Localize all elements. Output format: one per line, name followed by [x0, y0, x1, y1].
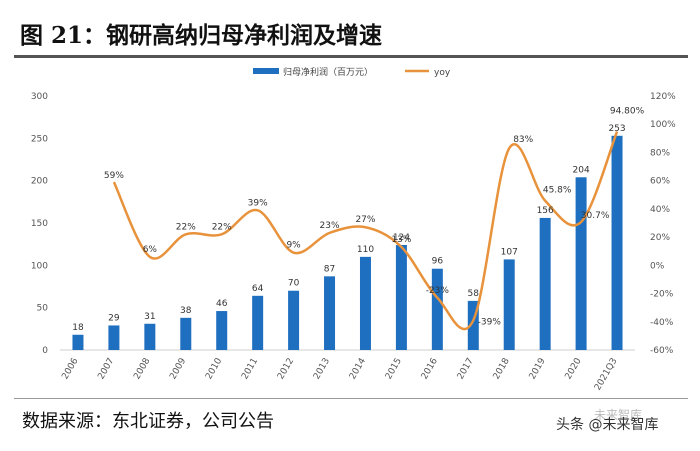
y-right-tick-label: 120% — [650, 92, 676, 102]
bar-2014 — [359, 256, 371, 350]
bar-2017 — [467, 300, 479, 350]
yoy-value-label: 59% — [104, 171, 124, 181]
x-tick-label: 2010 — [204, 356, 224, 381]
x-tick-label: 2015 — [384, 357, 404, 382]
yoy-value-label: 30.7% — [581, 211, 610, 221]
bar-value-label: 31 — [144, 312, 155, 322]
x-tick-label: 2019 — [528, 356, 548, 381]
yoy-value-label: 9% — [286, 241, 301, 251]
yoy-value-label: 27% — [355, 215, 375, 225]
yoy-value-label: -23% — [426, 286, 450, 296]
bar-value-label: 87 — [324, 264, 335, 274]
bar-2009 — [180, 317, 192, 350]
bar-value-label: 253 — [608, 124, 625, 134]
y-left-tick-label: 150 — [31, 219, 48, 229]
legend-line-label: yoy — [434, 68, 451, 78]
x-tick-label: 2017 — [456, 357, 476, 382]
watermark: 头条 @未来智库 — [556, 417, 659, 433]
bar-value-label: 110 — [357, 245, 374, 255]
bar-2021Q3 — [611, 135, 623, 350]
yoy-value-label: 45.8% — [543, 186, 572, 196]
bar-value-label: 107 — [501, 247, 518, 257]
x-tick-label: 2016 — [420, 356, 440, 381]
source-note: 数据来源：东北证券，公司公告 — [22, 411, 274, 432]
bar-value-label: 124 — [393, 233, 410, 243]
bar-value-label: 58 — [468, 289, 480, 299]
x-tick-label: 2014 — [348, 356, 368, 381]
bar-value-label: 29 — [108, 313, 120, 323]
y-right-tick-label: 20% — [650, 233, 670, 243]
y-right-tick-label: 40% — [650, 205, 670, 215]
y-right-tick-label: -20% — [650, 290, 674, 300]
bar-2018 — [503, 259, 515, 350]
x-tick-label: 2008 — [132, 356, 152, 381]
y-right-tick-label: -60% — [650, 346, 674, 356]
x-tick-label: 2007 — [96, 357, 116, 382]
bar-2015 — [395, 245, 407, 350]
x-tick-label: 2020 — [564, 356, 584, 381]
bar-value-label: 96 — [432, 257, 444, 267]
y-right-tick-label: -40% — [650, 318, 674, 328]
yoy-value-label: 39% — [248, 198, 268, 208]
y-right-tick-label: 100% — [650, 120, 676, 130]
x-tick-label: 2021Q3 — [593, 357, 620, 393]
x-tick-label: 2018 — [492, 356, 512, 381]
bar-value-label: 156 — [537, 206, 554, 216]
bar-2012 — [288, 290, 300, 350]
x-tick-label: 2011 — [240, 357, 260, 382]
bar-2006 — [72, 334, 84, 350]
legend-bar-label: 归母净利润（百万元） — [283, 66, 373, 78]
x-tick-label: 2009 — [168, 356, 188, 381]
bar-2013 — [324, 276, 336, 350]
bar-value-label: 46 — [216, 299, 228, 309]
bar-value-label: 64 — [252, 284, 264, 294]
figure-title: 图 21：钢研高纳归母净利润及增速 — [20, 22, 383, 49]
yoy-value-label: 13% — [391, 235, 411, 245]
bar-2019 — [539, 217, 551, 350]
y-left-tick-label: 0 — [42, 346, 48, 356]
yoy-value-label: 6% — [143, 245, 158, 255]
yoy-value-label: 83% — [513, 135, 533, 145]
yoy-value-label: 23% — [320, 221, 340, 231]
yoy-value-label: -39% — [478, 317, 502, 327]
x-tick-label: 2013 — [312, 357, 332, 382]
y-left-tick-label: 250 — [31, 134, 48, 144]
title-rule — [14, 55, 688, 58]
yoy-value-label: 22% — [212, 222, 232, 232]
profit-chart: 18 29 31 38 46 64 70 87 110 124 96 58 107 156 204 253 59… — [31, 66, 676, 393]
bar-2016 — [431, 268, 443, 350]
bar-value-label: 70 — [288, 279, 300, 289]
y-left-tick-label: 300 — [31, 92, 48, 102]
bottom-rule — [14, 398, 688, 399]
y-left-tick-label: 100 — [31, 261, 48, 271]
yoy-value-label: 94.80% — [610, 107, 645, 117]
bar-value-label: 18 — [72, 323, 84, 333]
bar-2007 — [108, 325, 120, 350]
y-right-tick-label: 0% — [650, 261, 665, 271]
y-left-tick-label: 200 — [31, 177, 48, 187]
x-tick-label: 2012 — [276, 357, 296, 382]
y-right-tick-label: 60% — [650, 177, 670, 187]
yoy-value-label: 22% — [176, 222, 196, 232]
yoy-line — [112, 131, 619, 331]
bar-2008 — [144, 323, 156, 350]
y-right-tick-label: 80% — [650, 148, 670, 158]
bar-value-label: 38 — [180, 306, 192, 316]
legend-bar-swatch — [253, 68, 279, 74]
bar-value-label: 204 — [573, 165, 590, 175]
watermark-logo: 未来智库 — [594, 408, 643, 422]
bar-2011 — [252, 295, 264, 350]
y-left-tick-label: 50 — [37, 304, 49, 314]
x-tick-label: 2006 — [60, 356, 80, 381]
bar-2020 — [575, 177, 587, 350]
bar-2010 — [216, 311, 228, 350]
